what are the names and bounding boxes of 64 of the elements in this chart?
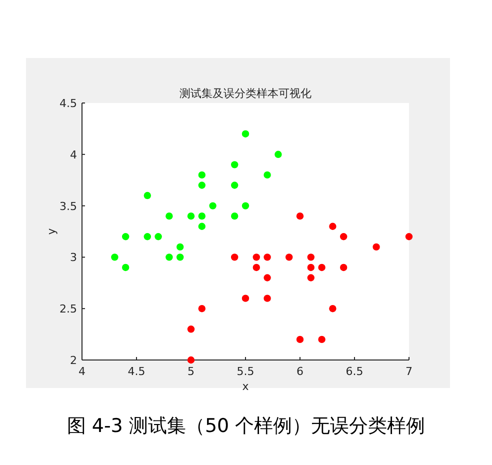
point	[252, 254, 260, 261]
point	[405, 233, 413, 240]
x-tick-label: 7	[406, 365, 412, 378]
x-tick-label: 6	[296, 365, 304, 378]
point	[329, 222, 336, 230]
point	[187, 212, 195, 220]
point	[318, 336, 326, 344]
y-axis-title: y	[45, 228, 58, 235]
point	[231, 254, 238, 261]
x-tick-label: 5	[188, 365, 194, 378]
point	[307, 274, 314, 282]
point	[242, 294, 250, 302]
x-tick-label: 5.5	[236, 365, 254, 378]
point	[144, 192, 151, 200]
y-tick-label: 4.5	[60, 97, 77, 110]
point	[296, 336, 304, 344]
point	[340, 233, 348, 240]
point	[111, 254, 118, 261]
point	[144, 233, 151, 240]
point	[329, 305, 336, 312]
point	[264, 294, 271, 302]
point	[286, 254, 293, 261]
chart-title: 测试集及误分类样本可视化	[180, 87, 312, 100]
point	[372, 243, 380, 251]
y-tick-label: 2.5	[60, 302, 77, 316]
x-tick-label: 4	[78, 365, 86, 378]
point	[154, 233, 162, 240]
point	[252, 264, 260, 272]
point	[318, 264, 326, 272]
point	[209, 202, 216, 210]
point	[340, 264, 348, 272]
point	[122, 233, 130, 240]
point	[231, 212, 238, 220]
point	[176, 254, 184, 261]
point	[198, 182, 206, 189]
point	[198, 222, 206, 230]
y-tick-label: 3	[70, 251, 77, 264]
point	[264, 274, 271, 282]
point	[231, 161, 238, 168]
point	[307, 254, 314, 261]
point	[166, 254, 173, 261]
y-tick-label: 4	[70, 148, 77, 162]
point	[264, 171, 271, 179]
point	[264, 254, 271, 261]
point	[122, 264, 130, 272]
point	[242, 202, 250, 210]
caption: 图 4-3 测试集（50 个样例）无误分类样例	[66, 415, 426, 437]
point	[176, 243, 184, 251]
point	[242, 130, 250, 138]
point	[198, 212, 206, 220]
point	[198, 171, 206, 179]
point	[166, 212, 173, 220]
x-tick-label: 6.5	[346, 365, 364, 378]
x-tick-label: 4.5	[128, 365, 146, 378]
y-tick-label: 3.5	[60, 200, 77, 213]
point	[187, 326, 195, 333]
point	[296, 212, 304, 220]
point	[274, 150, 282, 158]
point	[187, 356, 195, 364]
point	[198, 305, 206, 312]
point	[231, 182, 238, 189]
x-axis-title: x	[242, 380, 250, 393]
y-tick-label: 2	[70, 354, 77, 367]
point	[307, 264, 314, 272]
